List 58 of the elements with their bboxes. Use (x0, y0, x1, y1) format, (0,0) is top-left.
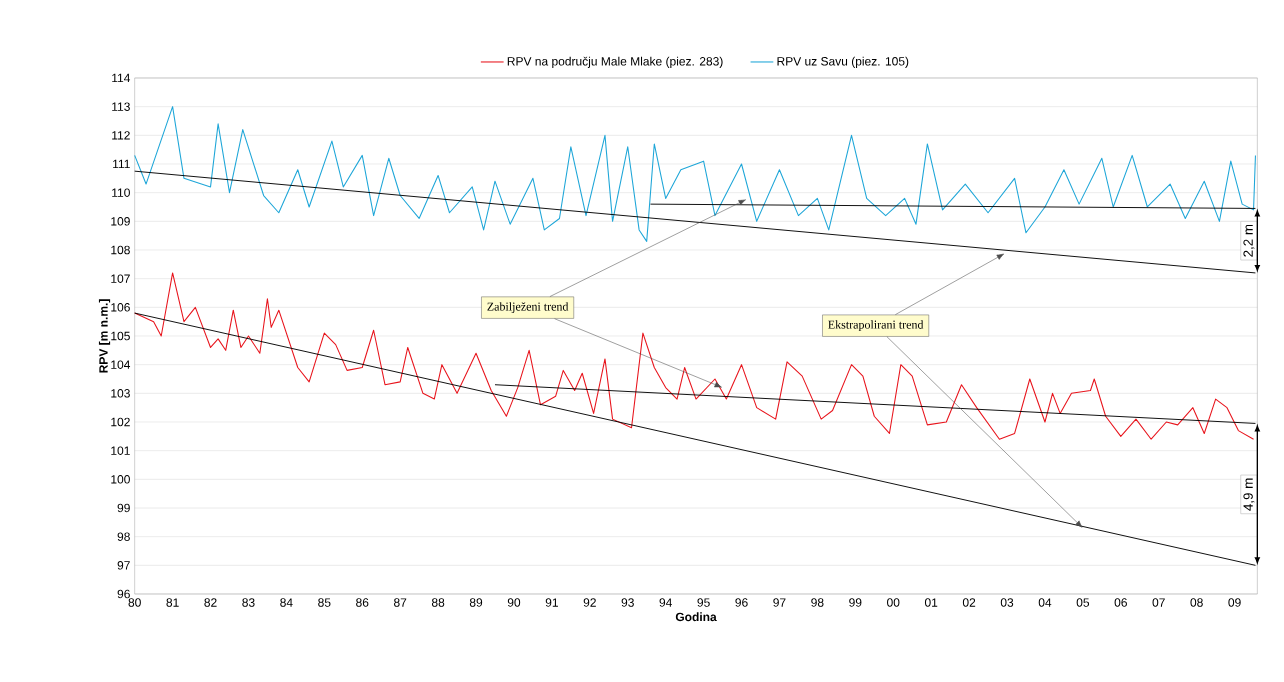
x-tick-label: 86 (356, 598, 369, 607)
x-tick-label: 84 (280, 598, 293, 607)
y-tick-label: 101 (111, 446, 130, 455)
x-tick-label: 04 (1038, 598, 1052, 607)
x-tick-label: 01 (924, 598, 938, 607)
y-tick-label: 97 (117, 561, 130, 570)
x-tick-label: 88 (431, 598, 445, 607)
line-series (134, 272, 1255, 440)
x-tick-label: 06 (1114, 598, 1127, 607)
y-tick-label: 104 (111, 360, 131, 369)
x-tick-label: 05 (1076, 598, 1090, 607)
annotation: Zabilježeni trend (487, 302, 569, 314)
y-tick-label: 111 (113, 159, 130, 169)
y-tick-label: 100 (111, 475, 130, 484)
y-tick-label: 108 (111, 245, 130, 255)
x-tick-label: 07 (1152, 598, 1165, 607)
y-axis-title: RPV [m n.m.] (98, 299, 111, 373)
x-tick-label: 97 (773, 598, 786, 607)
x-tick-label: 85 (318, 598, 331, 607)
y-tick-label: 107 (111, 274, 130, 283)
annotation: 4,9 m (1243, 478, 1255, 511)
legend-label: RPV uz Savu (piez. 105) (777, 56, 909, 68)
x-tick-label: 95 (697, 598, 710, 607)
x-tick-label: 82 (204, 598, 217, 607)
y-tick-label: 106 (111, 303, 130, 312)
y-tick-label: 112 (112, 131, 130, 140)
x-tick-label: 98 (811, 598, 824, 607)
x-tick-label: 81 (166, 598, 179, 607)
x-tick-label: 94 (659, 598, 672, 607)
y-tick-label: 98 (117, 532, 130, 541)
annotation: 2,2 m (1243, 224, 1255, 257)
y-tick-label: 113 (112, 102, 130, 111)
x-tick-label: 91 (545, 598, 558, 607)
y-tick-label: 110 (112, 188, 130, 197)
y-tick-label: 105 (111, 331, 130, 341)
legend-label: RPV na području Male Mlake (piez. 283) (507, 56, 723, 68)
x-tick-label: 00 (887, 598, 900, 607)
annotation: Ekstrapolirani trend (828, 320, 924, 332)
y-tick-label: 102 (111, 417, 130, 427)
y-tick-label: 114 (112, 73, 131, 83)
x-tick-label: 03 (1000, 598, 1014, 607)
x-tick-label: 90 (507, 598, 521, 607)
x-tick-label: 08 (1190, 598, 1203, 607)
y-tick-label: 96 (117, 589, 130, 599)
x-tick-label: 93 (621, 598, 634, 607)
x-tick-label: 92 (583, 598, 596, 607)
x-tick-label: 80 (128, 598, 141, 607)
x-tick-label: 99 (849, 598, 862, 607)
x-tick-label: 02 (962, 598, 976, 607)
x-tick-label: 89 (469, 598, 483, 607)
x-tick-label: 83 (242, 598, 255, 607)
x-tick-label: 87 (394, 598, 407, 607)
x-tick-label: 09 (1228, 598, 1241, 607)
x-tick-label: 96 (735, 598, 748, 607)
x-axis-title: Godina (675, 612, 717, 622)
y-tick-label: 99 (117, 503, 130, 513)
y-tick-label: 109 (111, 217, 130, 226)
y-tick-label: 103 (111, 389, 130, 398)
